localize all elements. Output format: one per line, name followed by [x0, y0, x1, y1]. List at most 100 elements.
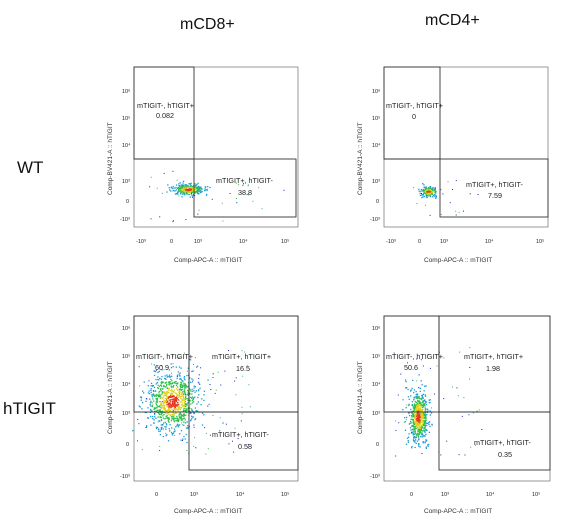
- cell-event: [187, 398, 189, 400]
- cell-event: [199, 191, 202, 194]
- cell-event: [194, 189, 196, 191]
- cell-event: [163, 406, 165, 408]
- sparse-event: [221, 202, 223, 204]
- cell-event: [184, 398, 187, 400]
- cell-event: [190, 190, 192, 192]
- cell-event: [168, 376, 170, 378]
- cell-event: [204, 190, 206, 192]
- cell-event: [160, 419, 163, 422]
- cell-event: [180, 416, 182, 418]
- cell-event: [176, 420, 178, 422]
- cell-event: [416, 426, 419, 428]
- cell-event: [405, 381, 407, 383]
- cell-event: [194, 186, 196, 188]
- cell-event: [413, 427, 415, 429]
- cell-event: [158, 394, 160, 397]
- cell-event: [419, 411, 422, 414]
- sparse-event: [431, 407, 432, 409]
- sparse-event: [243, 183, 244, 185]
- cell-event: [424, 426, 426, 428]
- x-tick: 10⁵: [281, 491, 289, 498]
- cell-event: [190, 419, 192, 421]
- cell-event: [184, 422, 187, 424]
- cell-event: [168, 413, 170, 415]
- sparse-event: [159, 216, 161, 218]
- cell-event: [190, 188, 192, 190]
- cell-event: [188, 189, 191, 191]
- cell-event: [204, 188, 206, 190]
- cell-event: [197, 401, 199, 403]
- cell-event: [160, 410, 162, 412]
- cell-event: [186, 394, 188, 396]
- cell-event: [412, 431, 414, 433]
- sparse-event: [206, 190, 208, 192]
- cell-event: [415, 397, 417, 399]
- cell-event: [163, 399, 165, 401]
- cell-event: [419, 446, 421, 448]
- cell-event: [201, 188, 203, 190]
- cell-event: [149, 404, 151, 406]
- cell-event: [181, 419, 183, 422]
- cell-event: [409, 427, 412, 429]
- sparse-event: [191, 193, 193, 195]
- cell-event: [178, 375, 181, 377]
- cell-event: [171, 433, 174, 435]
- cell-event: [167, 396, 169, 398]
- gate-value: 0.58: [238, 442, 252, 451]
- cell-event: [181, 193, 184, 195]
- cell-event: [169, 405, 171, 407]
- cell-event: [416, 410, 418, 412]
- cell-event: [149, 415, 152, 418]
- cell-event: [164, 399, 166, 402]
- gate-value: 0.082: [156, 111, 174, 120]
- cell-event: [179, 189, 181, 191]
- cell-event: [440, 188, 442, 191]
- sparse-event: [459, 351, 461, 353]
- cell-event: [429, 193, 431, 195]
- x-axis-label: Comp-APC-A :: mTIGIT: [174, 508, 242, 515]
- cell-event: [422, 430, 424, 432]
- x-tick: 10⁴: [486, 491, 495, 498]
- cell-event: [195, 190, 197, 193]
- cell-event: [187, 188, 189, 190]
- cell-event: [187, 189, 189, 192]
- cell-event: [434, 187, 436, 189]
- cell-event: [168, 402, 171, 404]
- cell-event: [424, 420, 427, 422]
- cell-event: [171, 375, 173, 377]
- cell-event: [155, 410, 158, 412]
- cell-event: [170, 431, 173, 434]
- cell-event: [421, 384, 423, 386]
- cell-event: [423, 189, 425, 191]
- cell-event: [406, 437, 409, 439]
- cell-event: [175, 184, 178, 186]
- cell-event: [414, 414, 416, 416]
- cell-event: [175, 403, 177, 405]
- sparse-event: [196, 410, 198, 412]
- cell-event: [425, 419, 427, 421]
- cell-event: [175, 396, 177, 399]
- cell-event: [176, 417, 178, 419]
- cell-event: [182, 186, 184, 188]
- cell-event: [425, 433, 427, 435]
- sparse-event: [193, 426, 195, 428]
- cell-event: [170, 413, 172, 416]
- cell-event: [185, 408, 188, 410]
- cell-event: [182, 413, 185, 415]
- cell-event: [170, 383, 172, 385]
- cell-event: [424, 414, 426, 417]
- flow-plot-wt-mcd4: 10⁶ 10⁵ 10⁴ 10³ 0 -10³ mTIGIT-, hTIGIT+ …: [352, 55, 562, 270]
- cell-event: [420, 404, 422, 407]
- cell-event: [179, 424, 181, 426]
- sparse-event: [137, 440, 138, 442]
- cell-event: [414, 441, 416, 443]
- cell-event: [158, 393, 160, 395]
- sparse-event: [393, 352, 395, 354]
- cell-event: [184, 409, 186, 412]
- cell-event: [160, 378, 162, 380]
- cell-event: [178, 185, 181, 187]
- cell-event: [185, 187, 188, 189]
- cell-event: [413, 420, 416, 423]
- cell-event: [181, 392, 183, 394]
- cell-event: [189, 399, 191, 401]
